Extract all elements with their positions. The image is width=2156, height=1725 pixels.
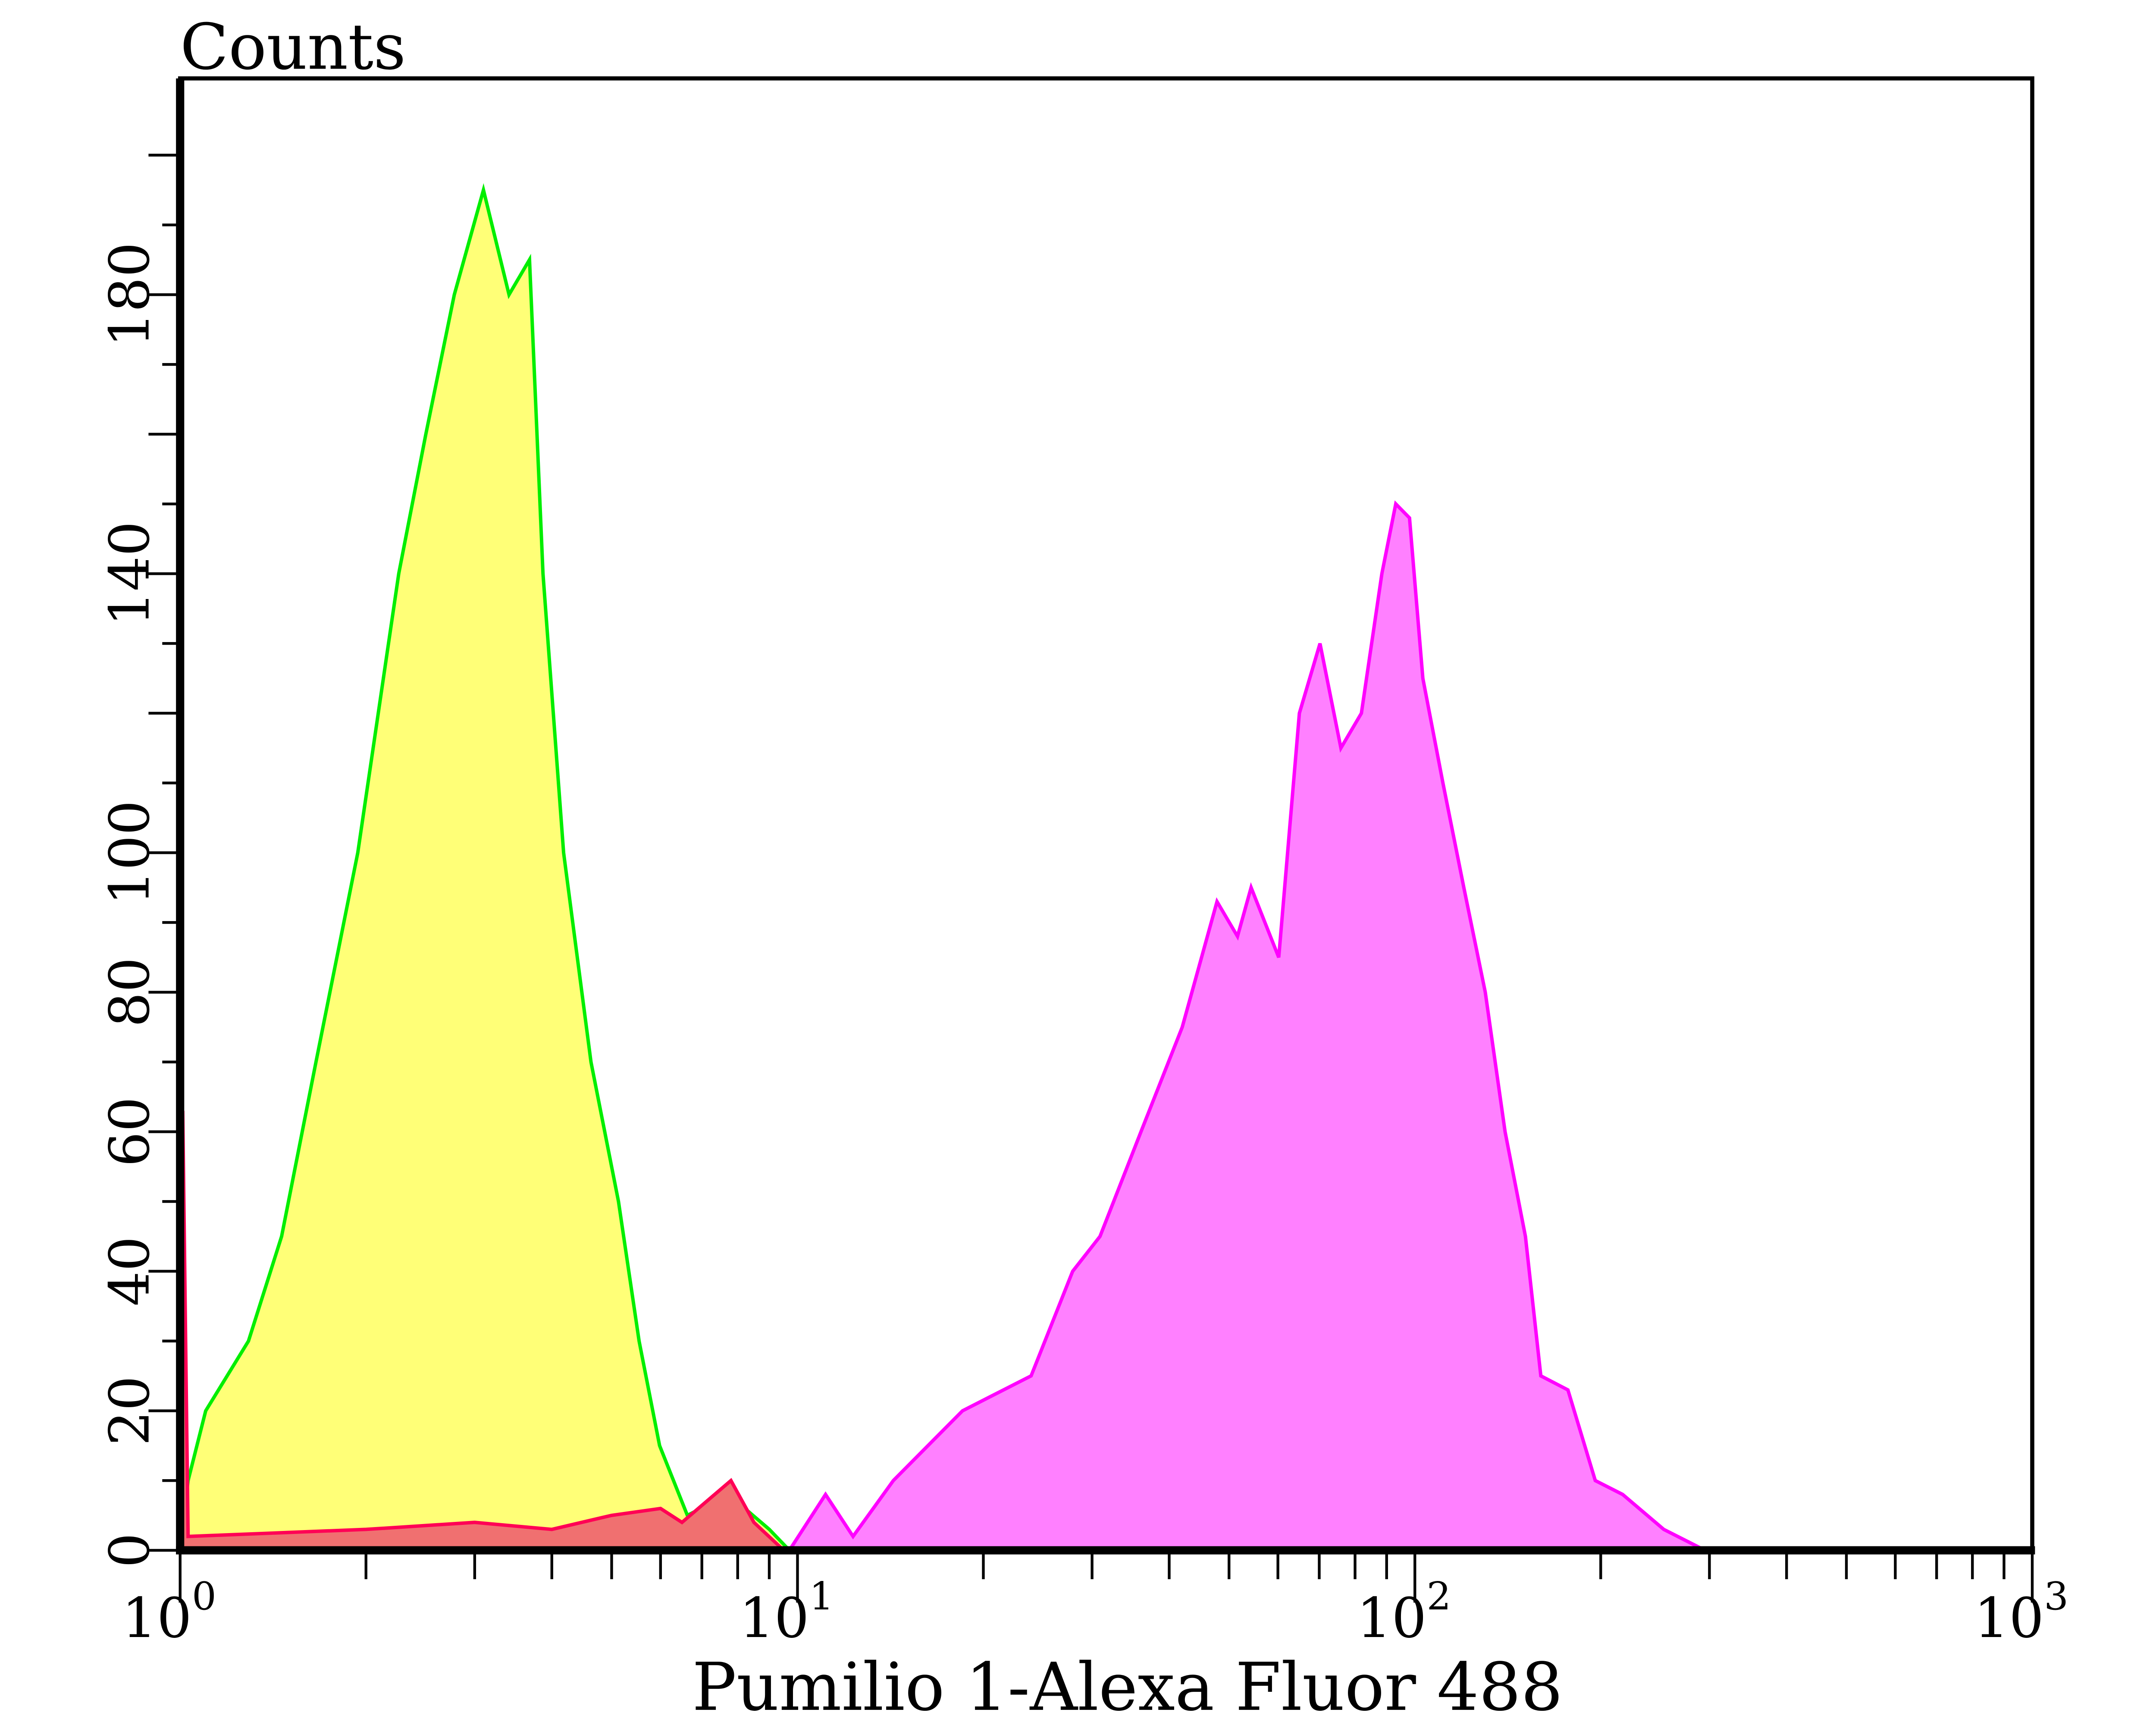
x-tick-label: 102	[1357, 1574, 1451, 1650]
y-tick-label: 180	[98, 242, 162, 348]
x-tick-label: 101	[739, 1574, 834, 1650]
x-tick-exponent: 0	[192, 1574, 216, 1619]
y-tick-label: 140	[98, 521, 162, 627]
x-tick-exponent: 2	[1426, 1574, 1451, 1619]
histogram-outline-2	[178, 1110, 785, 1552]
histogram-fill-0	[180, 190, 790, 1550]
histogram-outline-0	[178, 183, 791, 1552]
x-tick-exponent: 3	[2044, 1574, 2068, 1619]
y-tick-label: 0	[98, 1533, 162, 1568]
y-tick-label: 40	[98, 1236, 162, 1306]
x-tick-label: 100	[122, 1574, 216, 1650]
y-axis-label: Counts	[180, 10, 406, 84]
y-tick-label: 80	[98, 957, 162, 1027]
histogram-fill-1	[789, 504, 1705, 1550]
series-layer	[178, 183, 1706, 1552]
y-tick-label: 60	[98, 1097, 162, 1167]
x-tick-label: 103	[1974, 1574, 2068, 1650]
x-axis-label: Pumilio 1-Alexa Fluor 488	[692, 1649, 1563, 1725]
y-tick-label: 20	[98, 1376, 162, 1446]
histogram-fill-2	[180, 1110, 784, 1550]
x-tick-exponent: 1	[809, 1574, 834, 1619]
histogram-outline-1	[788, 500, 1706, 1552]
y-tick-label: 100	[98, 800, 162, 906]
